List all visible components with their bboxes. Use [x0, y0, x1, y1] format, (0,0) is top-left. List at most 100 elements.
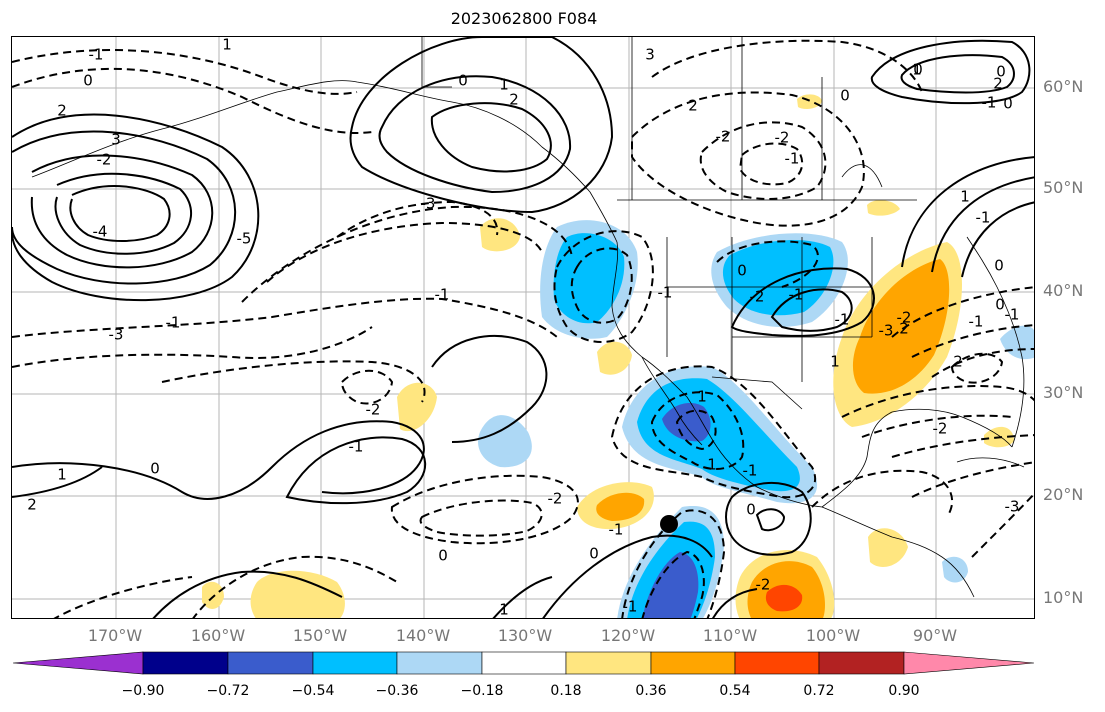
- contour-ak-high-1: [349, 37, 614, 214]
- contour-label: 1: [830, 353, 840, 371]
- contour-neg-plains: [716, 240, 819, 288]
- contour-label: -1: [976, 209, 991, 227]
- contour-atlantic-high-3: [961, 201, 1034, 278]
- contour-label: -1: [609, 521, 624, 539]
- contour-mexico-high-1: [725, 481, 812, 556]
- lon-label: 120°W: [600, 626, 656, 645]
- contour-neg-west-us: [553, 230, 654, 344]
- coastline-alaska: [31, 80, 618, 243]
- contour-label: 0: [996, 63, 1006, 81]
- contour-north-pac-high-1: [12, 113, 260, 302]
- contour-neg-gulfak-1: [241, 205, 573, 303]
- contour-label: 2: [993, 75, 1003, 93]
- colorbar-cell: [396, 651, 483, 675]
- shade-canada-warm-1: [797, 94, 822, 109]
- contour-label: 0: [589, 545, 599, 563]
- contour-neg-baja-2: [650, 391, 745, 470]
- contour-subtrop-3: [285, 436, 427, 505]
- contour-pac-0: [152, 570, 343, 618]
- shade-midpac-light: [478, 415, 532, 468]
- colorbar: [12, 651, 1035, 675]
- contour-label: -1: [435, 286, 450, 304]
- contour-neg-gulfak-3: [336, 200, 499, 238]
- contour-label: -1: [835, 311, 850, 329]
- contour-north-pac-high-3: [30, 154, 214, 269]
- contour-label: -2: [716, 128, 731, 146]
- colorbar-tick-label: 0.72: [803, 683, 835, 699]
- contour-label: 0: [913, 61, 923, 79]
- contour-neg-pac-2a: [12, 297, 558, 338]
- colorbar-cell: [227, 651, 314, 675]
- shade-bermuda-light: [1000, 325, 1034, 360]
- contour-south-2: [492, 576, 553, 618]
- border-canada-prov: [631, 37, 823, 200]
- contour-neg-pac-0a: [192, 555, 398, 618]
- contour-label: -2: [548, 490, 563, 508]
- contour-neg-nw-canada: [651, 39, 923, 93]
- colorbar-tick-label: −0.54: [291, 683, 335, 699]
- shade-canada-warm-2: [867, 200, 900, 216]
- contour-label: -2: [897, 309, 912, 327]
- contour-neg-canada: [631, 91, 865, 227]
- contour-neg-baja: [610, 365, 817, 499]
- shade-south-core: [642, 552, 699, 618]
- contour-label: 0: [840, 87, 850, 105]
- contour-neg-gulf-1: [811, 469, 953, 518]
- lat-label: 10°N: [1043, 588, 1084, 607]
- contour-label: 1: [222, 37, 232, 54]
- contour-ak-high-2: [378, 75, 572, 194]
- shade-south-warm-core: [765, 584, 803, 612]
- colorbar-cell: [903, 651, 1035, 675]
- contour-neg-northpac-2: [12, 49, 358, 95]
- contour-label: 1: [912, 61, 922, 79]
- colorbar-tick-label: 0.54: [719, 683, 751, 699]
- contour-label: 0: [994, 257, 1004, 275]
- lon-label: 140°W: [395, 626, 451, 645]
- contour-label: 0: [737, 262, 747, 280]
- contour-neg-atl-2: [891, 434, 1034, 458]
- lat-label: 30°N: [1043, 383, 1084, 402]
- colorbar-cell: [650, 651, 736, 675]
- dashed-contours: [12, 39, 1034, 618]
- lat-label: 40°N: [1043, 281, 1084, 300]
- colorbar-tick-label: −0.90: [121, 683, 165, 699]
- contour-label: -1: [1005, 306, 1020, 324]
- contour-plains-high-2: [770, 288, 853, 332]
- contour-neg-southpac-1: [390, 474, 579, 545]
- contour-label: 0: [458, 72, 468, 90]
- contour-ne-pac-high-2: [900, 54, 1015, 94]
- lat-label: 20°N: [1043, 485, 1084, 504]
- contour-label: -3: [1005, 498, 1020, 516]
- colorbar-cell: [142, 651, 229, 675]
- contour-north-pac-high-2: [12, 130, 237, 285]
- colorbar-cell: [481, 651, 567, 675]
- contour-neg-east-6: [950, 352, 1004, 384]
- shade-hawaii-warm: [202, 581, 224, 609]
- contour-atlantic-high-2: [931, 176, 1034, 273]
- solid-contours: [12, 37, 1034, 618]
- lon-label: 130°W: [497, 626, 553, 645]
- contour-label: -2: [933, 420, 948, 438]
- colorbar-cell: [734, 651, 820, 675]
- contour-label: 0: [438, 547, 448, 565]
- contour-label: 0: [746, 501, 756, 519]
- lon-label: 170°W: [87, 626, 143, 645]
- contour-subtrop-2: [431, 335, 548, 443]
- contour-label: -5: [237, 230, 252, 248]
- colorbar-cell: [565, 651, 652, 675]
- contour-label: 0: [995, 296, 1005, 314]
- contour-label: 0: [1003, 95, 1013, 113]
- contour-mexico-high-2: [755, 508, 786, 532]
- contour-label: -2: [97, 151, 112, 169]
- contour-label: 2: [27, 496, 37, 514]
- colorbar-cell: [12, 651, 144, 675]
- shade-gulf-light: [942, 556, 968, 583]
- contour-label: -1: [789, 286, 804, 304]
- coastline-baja: [641, 356, 703, 446]
- contour-ne-pac-high-1: [870, 39, 1031, 105]
- contour-north-pac-high-4: [54, 172, 193, 255]
- contour-label: -1: [623, 598, 638, 616]
- contour-neg-baja-3: [675, 409, 717, 451]
- shade-coast-warm: [597, 341, 632, 375]
- contour-neg-east-5: [931, 348, 1034, 378]
